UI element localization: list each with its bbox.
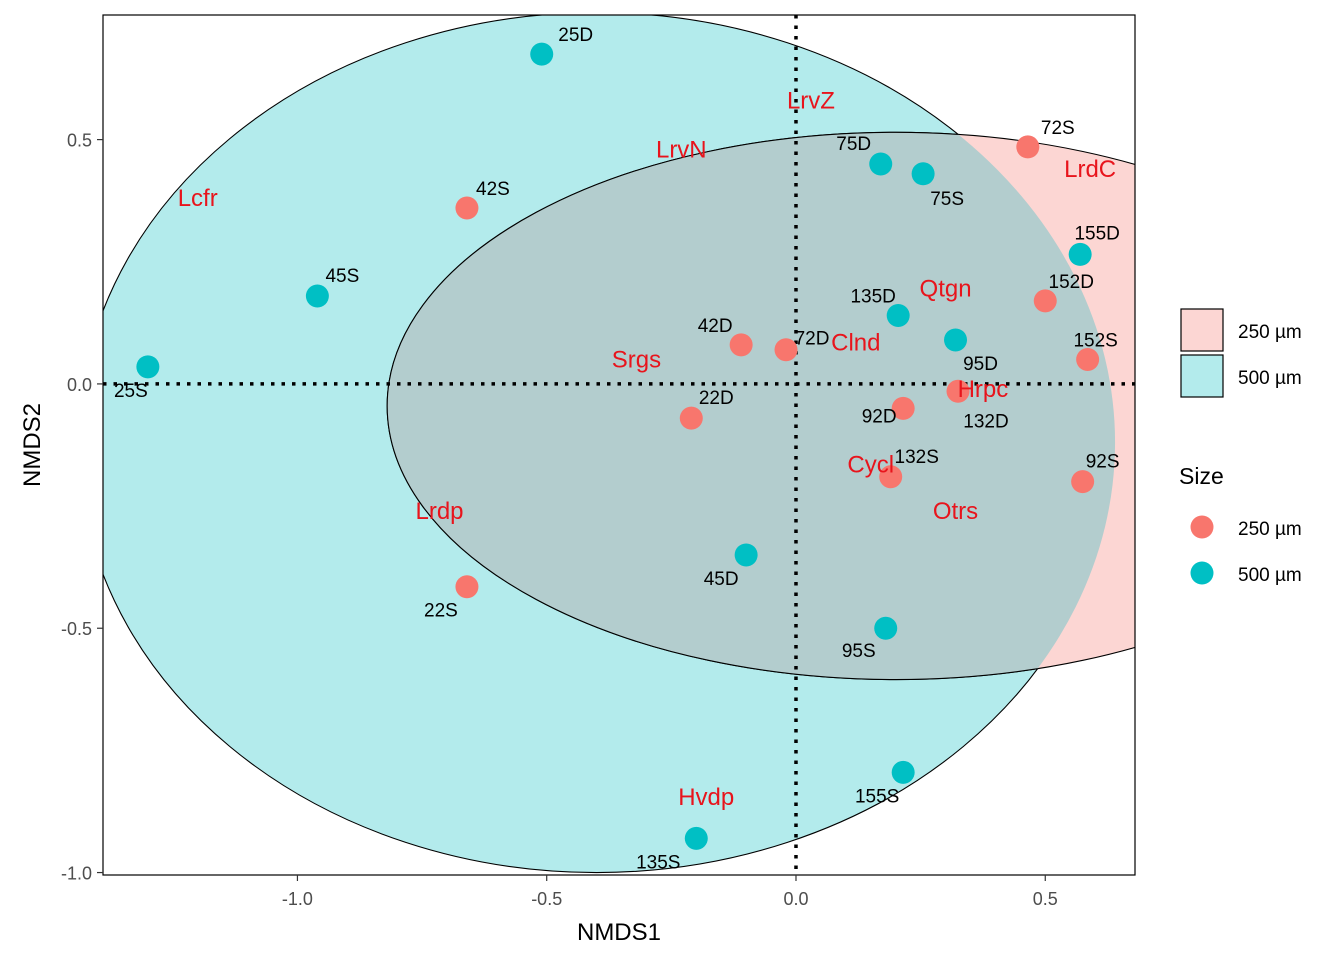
species-label-LrvN: LrvN xyxy=(656,136,707,163)
data-point-75S xyxy=(911,162,935,186)
data-point-72D xyxy=(774,338,798,362)
species-label-LrdC: LrdC xyxy=(1064,156,1116,183)
data-point-45S xyxy=(305,284,329,308)
point-label-92D: 92D xyxy=(862,406,897,427)
point-label-72S: 72S xyxy=(1041,118,1075,139)
data-point-95D xyxy=(944,328,968,352)
legend-fill-label-1: 500 µm xyxy=(1238,368,1302,389)
species-label-Clnd: Clnd xyxy=(831,329,880,356)
point-label-75D: 75D xyxy=(836,134,871,155)
x-tick-label-2: 0.0 xyxy=(783,889,808,909)
species-label-Hrpc: Hrpc xyxy=(958,376,1009,403)
point-label-132D: 132D xyxy=(963,411,1008,432)
data-point-22D xyxy=(679,406,703,430)
data-point-92D xyxy=(891,396,915,420)
point-label-95S: 95S xyxy=(842,641,876,662)
data-point-72S xyxy=(1016,135,1040,159)
point-label-155S: 155S xyxy=(855,786,899,807)
point-label-45D: 45D xyxy=(704,569,739,590)
point-label-92S: 92S xyxy=(1086,452,1120,473)
legend-fill-key-0 xyxy=(1180,308,1224,352)
x-axis-title: NMDS1 xyxy=(577,919,661,946)
legend-size-key-1 xyxy=(1190,561,1214,585)
legend-size-label-1: 500 µm xyxy=(1238,565,1302,586)
point-label-72D: 72D xyxy=(795,329,830,350)
data-point-155S xyxy=(891,760,915,784)
species-label-Lrdp: Lrdp xyxy=(415,498,463,525)
data-point-75D xyxy=(869,152,893,176)
legend-size-title: Size xyxy=(1179,463,1224,489)
x-tick-label-3: 0.5 xyxy=(1033,889,1058,909)
species-label-Cycl: Cycl xyxy=(847,452,894,479)
data-point-152D xyxy=(1033,289,1057,313)
data-point-135S xyxy=(684,826,708,850)
data-point-25S xyxy=(136,355,160,379)
data-point-42D xyxy=(729,333,753,357)
data-point-45D xyxy=(734,543,758,567)
legend-fill: 250 µm 500 µm xyxy=(1180,308,1302,398)
point-label-42D: 42D xyxy=(698,316,733,337)
point-label-135D: 135D xyxy=(850,287,895,308)
legend-fill-key-1 xyxy=(1180,354,1224,398)
legend-size: Size 250 µm 500 µm xyxy=(1179,463,1302,586)
data-point-22S xyxy=(455,575,479,599)
legend-size-key-0 xyxy=(1190,515,1214,539)
point-label-22D: 22D xyxy=(699,388,734,409)
species-label-Hvdp: Hvdp xyxy=(678,784,734,811)
data-point-132D xyxy=(946,379,970,403)
x-tick-label-0: -1.0 xyxy=(282,889,313,909)
y-tick-label-1: -0.5 xyxy=(61,619,92,639)
data-point-152S xyxy=(1076,347,1100,371)
point-label-22S: 22S xyxy=(424,601,458,622)
data-point-42S xyxy=(455,196,479,220)
point-label-75S: 75S xyxy=(930,189,964,210)
plot-panel: 72S 42S 152D 42D 72D 152S 132D 22D 92D 132S 92S 22S… xyxy=(103,15,1135,875)
point-label-45S: 45S xyxy=(325,266,359,287)
data-point-155D xyxy=(1068,242,1092,266)
species-label-Qtgn: Qtgn xyxy=(920,276,972,303)
y-tick-label-0: -1.0 xyxy=(61,864,92,884)
species-label-Otrs: Otrs xyxy=(933,498,978,525)
legend-fill-label-0: 250 µm xyxy=(1238,322,1302,343)
point-label-25S: 25S xyxy=(114,381,148,402)
y-axis-title: NMDS2 xyxy=(19,403,46,487)
species-label-Lcfr: Lcfr xyxy=(178,185,218,212)
data-point-132S xyxy=(879,465,903,489)
point-label-152S: 152S xyxy=(1073,330,1117,351)
species-label-Srgs: Srgs xyxy=(612,346,661,373)
point-label-42S: 42S xyxy=(476,179,510,200)
point-label-95D: 95D xyxy=(963,354,998,375)
data-point-25D xyxy=(530,42,554,66)
species-label-LrvZ: LrvZ xyxy=(787,88,835,115)
point-label-135S: 135S xyxy=(636,852,680,873)
y-tick-label-2: 0.0 xyxy=(67,375,92,395)
data-point-135D xyxy=(886,304,910,328)
point-label-25D: 25D xyxy=(558,25,593,46)
plot-panel-border xyxy=(102,14,1136,876)
legend-size-label-0: 250 µm xyxy=(1238,519,1302,540)
point-label-132S: 132S xyxy=(895,447,939,468)
point-label-155D: 155D xyxy=(1074,223,1119,244)
data-point-95S xyxy=(874,616,898,640)
point-label-152D: 152D xyxy=(1049,272,1094,293)
data-point-92S xyxy=(1071,470,1095,494)
y-tick-label-3: 0.5 xyxy=(67,131,92,151)
x-tick-label-1: -0.5 xyxy=(531,889,562,909)
